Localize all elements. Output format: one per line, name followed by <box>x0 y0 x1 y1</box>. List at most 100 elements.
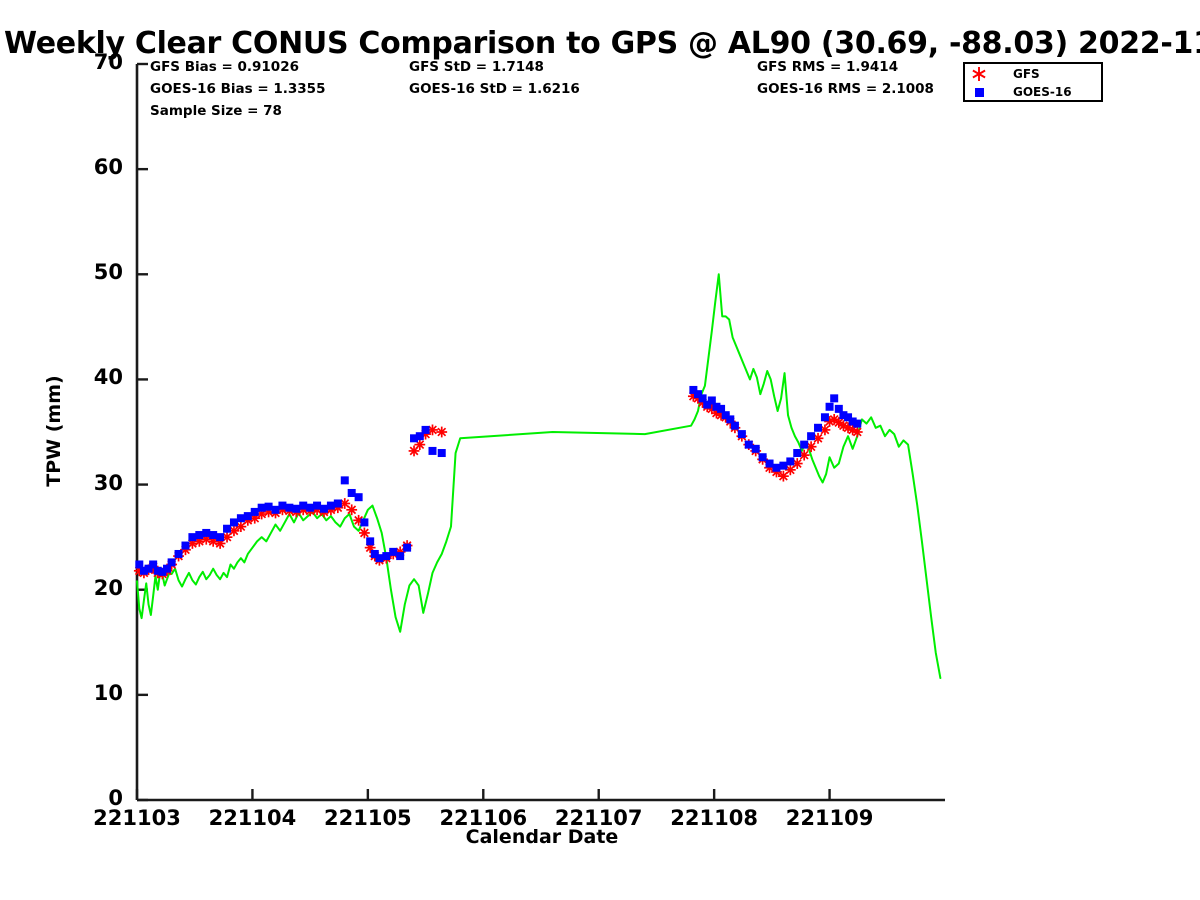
data-point <box>737 430 746 439</box>
y-tick-label: 20 <box>93 575 123 600</box>
data-point <box>223 524 232 533</box>
data-point <box>299 501 308 510</box>
series-line-gps <box>136 273 942 680</box>
y-tick-label: 10 <box>93 680 123 705</box>
data-point <box>807 432 816 441</box>
data-point <box>354 515 364 525</box>
legend-entry-gfs: GFS <box>969 65 1040 83</box>
data-point <box>167 558 176 567</box>
data-point <box>135 560 144 569</box>
data-point <box>306 503 315 512</box>
data-point <box>765 459 774 468</box>
data-point <box>415 432 424 441</box>
data-point <box>793 449 802 458</box>
data-point <box>707 396 716 405</box>
data-point <box>347 488 356 497</box>
data-point <box>800 440 809 449</box>
data-point <box>222 532 232 542</box>
data-point <box>730 421 739 430</box>
x-tick-label: 221106 <box>439 806 528 830</box>
stat-gfs-rms: GFS RMS = 1.9414 <box>757 59 899 75</box>
data-point <box>820 425 830 435</box>
data-point <box>814 423 823 432</box>
data-point <box>778 471 788 481</box>
y-axis-title: TPW (mm) <box>43 375 65 487</box>
data-point <box>347 505 357 515</box>
data-point <box>153 566 162 575</box>
x-tick-label: 221104 <box>208 806 297 830</box>
data-point <box>428 425 437 435</box>
x-tick-label: 221108 <box>670 806 758 830</box>
data-point <box>820 413 829 422</box>
stat-goes-bias: GOES-16 Bias = 1.3355 <box>150 81 326 97</box>
data-point <box>834 418 844 427</box>
asterisk-icon <box>969 65 1013 83</box>
legend-entry-goes16: GOES-16 <box>969 83 1072 101</box>
data-point <box>181 541 190 550</box>
data-point <box>360 518 369 527</box>
data-point <box>410 434 419 443</box>
y-tick-label: 60 <box>93 155 123 180</box>
x-axis-title: Calendar Date <box>465 826 619 848</box>
data-point <box>370 549 379 558</box>
data-point <box>838 421 848 431</box>
series-markers-goes-16 <box>135 385 862 576</box>
data-point <box>340 476 349 485</box>
data-point <box>313 501 322 510</box>
data-point <box>285 503 294 512</box>
data-point <box>243 512 252 521</box>
data-point <box>144 564 153 573</box>
data-point <box>229 526 239 536</box>
data-point <box>202 528 211 537</box>
data-point <box>359 528 369 538</box>
x-tick-label: 221107 <box>554 806 643 830</box>
data-point <box>319 504 328 513</box>
data-point <box>428 446 437 455</box>
stat-gfs-std: GFS StD = 1.7148 <box>409 59 544 75</box>
data-point <box>354 493 363 502</box>
data-point <box>174 549 183 558</box>
data-point <box>271 505 280 514</box>
data-point <box>786 457 795 466</box>
data-point <box>250 507 259 516</box>
data-point <box>792 459 802 468</box>
data-point <box>806 442 816 452</box>
data-point <box>779 461 788 470</box>
data-point <box>785 465 795 475</box>
data-point <box>721 411 730 420</box>
data-point <box>257 503 266 512</box>
data-point <box>163 564 172 573</box>
series-markers-gfs <box>133 390 863 580</box>
data-point <box>340 499 350 508</box>
data-point <box>209 531 218 540</box>
data-point <box>149 560 158 569</box>
stat-goes-std: GOES-16 StD = 1.6216 <box>409 81 580 97</box>
data-point <box>834 404 843 413</box>
legend-label-goes16: GOES-16 <box>1013 85 1072 99</box>
data-point <box>717 404 726 413</box>
data-point <box>333 499 342 508</box>
data-point <box>396 552 405 561</box>
data-point <box>726 415 735 424</box>
data-point <box>689 385 698 394</box>
data-point <box>813 433 823 443</box>
data-point <box>188 533 197 542</box>
data-point <box>375 554 384 563</box>
y-tick-label: 50 <box>93 260 123 285</box>
data-point <box>382 552 391 561</box>
data-point <box>839 411 848 420</box>
data-point <box>195 531 204 540</box>
data-point <box>853 419 862 428</box>
data-point <box>758 453 767 462</box>
data-point <box>389 547 398 556</box>
data-point <box>366 537 375 546</box>
x-tick-label: 221105 <box>324 806 412 830</box>
data-point <box>744 440 753 449</box>
data-point <box>216 533 225 542</box>
x-tick-label: 221103 <box>93 806 181 830</box>
stat-goes-rms: GOES-16 RMS = 2.1008 <box>757 81 934 97</box>
data-point <box>292 504 301 513</box>
data-point <box>158 567 167 576</box>
